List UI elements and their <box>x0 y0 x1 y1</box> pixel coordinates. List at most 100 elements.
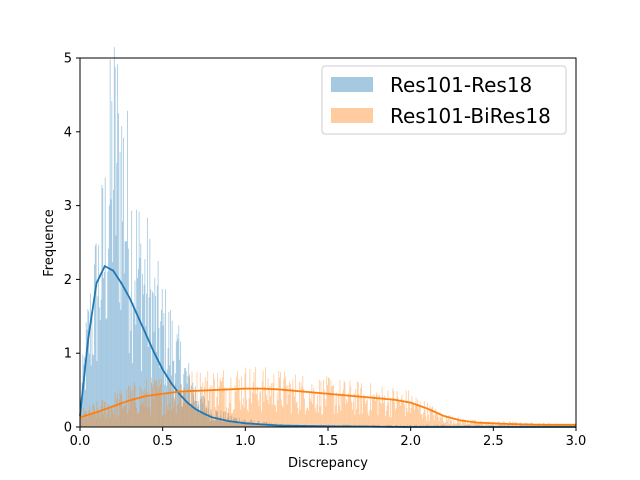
histogram-bar <box>200 413 202 427</box>
histogram-bar <box>268 404 270 427</box>
histogram-bar <box>119 389 121 427</box>
histogram-bar <box>468 423 470 427</box>
histogram-bar <box>533 423 534 427</box>
histogram-bar <box>187 375 189 427</box>
histogram-bar <box>127 110 128 427</box>
histogram-bar <box>165 385 167 427</box>
histogram-bar <box>149 238 151 427</box>
histogram-bar <box>569 424 571 427</box>
histogram-bar <box>123 405 125 427</box>
histogram-bar <box>520 424 522 427</box>
histogram-bar <box>155 296 157 427</box>
histogram-bar <box>473 419 475 427</box>
histogram-bar <box>261 423 262 427</box>
histogram-bar <box>89 353 90 427</box>
histogram-bar <box>205 407 207 427</box>
histogram-bar <box>378 395 380 427</box>
histogram-bar <box>246 409 248 427</box>
histogram-bar <box>507 423 509 427</box>
histogram-bar <box>298 413 300 427</box>
histogram-bar <box>336 392 338 427</box>
histogram-bar <box>444 422 446 427</box>
histogram-bar <box>308 410 309 427</box>
histogram-bar <box>262 370 264 427</box>
histogram-bar <box>94 411 96 427</box>
histogram-bar <box>569 424 571 427</box>
histogram-bar <box>440 417 442 427</box>
histogram-bar <box>482 423 484 427</box>
histogram-bar <box>111 407 113 427</box>
histogram-bar <box>340 410 342 427</box>
histogram-bar <box>223 388 225 427</box>
histogram-bar <box>410 407 412 427</box>
histogram-bar <box>283 379 285 427</box>
histogram-bar <box>233 409 235 427</box>
histogram-bar <box>114 392 116 427</box>
histogram-bar <box>352 402 354 427</box>
histogram-bar <box>499 423 500 427</box>
histogram-bar <box>107 271 109 427</box>
histogram-bar <box>472 423 474 427</box>
histogram-bar <box>139 386 141 427</box>
legend: Res101-Res18 Res101-BiRes18 <box>321 65 567 135</box>
histogram-bar <box>320 381 322 427</box>
histogram-bar <box>224 411 226 427</box>
histogram-bar <box>374 395 376 427</box>
histogram-bar <box>180 341 181 427</box>
histogram-bar <box>131 210 133 427</box>
y-axis-label: Frequence <box>42 209 57 276</box>
histogram-bar <box>448 423 450 427</box>
histogram-bar <box>459 422 461 427</box>
histogram-bar <box>428 421 430 427</box>
histogram-bar <box>203 411 204 427</box>
histogram-bar <box>134 384 136 427</box>
histogram-bar <box>96 401 98 427</box>
histogram-bar <box>546 425 548 427</box>
histogram-bar <box>214 420 216 427</box>
histogram-bar <box>108 205 110 427</box>
histogram-bar <box>249 369 251 427</box>
histogram-bar <box>546 425 548 427</box>
histogram-bar <box>213 373 214 427</box>
histogram-bar <box>145 393 147 427</box>
histogram-bar <box>572 424 574 427</box>
histogram-bar <box>235 391 237 427</box>
histogram-bar <box>232 418 234 427</box>
histogram-bar <box>256 386 258 427</box>
histogram-bar <box>252 382 254 427</box>
histogram-bar <box>424 410 426 427</box>
histogram-bar <box>176 404 178 427</box>
histogram-bar <box>266 399 268 427</box>
histogram-bar <box>502 424 504 427</box>
histogram-bar <box>394 410 396 427</box>
histogram-bar <box>102 188 104 427</box>
histogram-bar <box>198 404 200 427</box>
histogram-bar <box>189 406 191 427</box>
histogram-bar <box>427 425 429 427</box>
histogram-bar <box>380 402 381 427</box>
histogram-bar <box>206 381 208 427</box>
y-tick-label: 2 <box>64 273 72 288</box>
histogram-bar <box>464 419 466 427</box>
histogram-bar <box>318 412 319 427</box>
histogram-bar <box>245 367 247 427</box>
histogram-bar <box>108 248 109 427</box>
histogram-bar <box>371 395 373 427</box>
histogram-bar <box>344 382 346 427</box>
histogram-bar <box>88 410 90 427</box>
histogram-bar <box>237 371 238 427</box>
histogram-bar <box>463 425 465 427</box>
histogram-bar <box>103 414 104 427</box>
legend-label-res101-bires18: Res101-BiRes18 <box>390 104 551 128</box>
histogram-bar <box>204 377 206 427</box>
histogram-bar <box>478 423 480 427</box>
histogram-bar <box>547 424 548 427</box>
histogram-bar <box>432 406 433 427</box>
histogram-bar <box>451 420 452 427</box>
histogram-bar <box>449 424 451 427</box>
histogram-bar <box>425 416 427 427</box>
histogram-bar <box>455 425 457 427</box>
histogram-bar <box>184 367 186 427</box>
histogram-bar <box>208 400 209 427</box>
legend-frame <box>321 65 567 135</box>
